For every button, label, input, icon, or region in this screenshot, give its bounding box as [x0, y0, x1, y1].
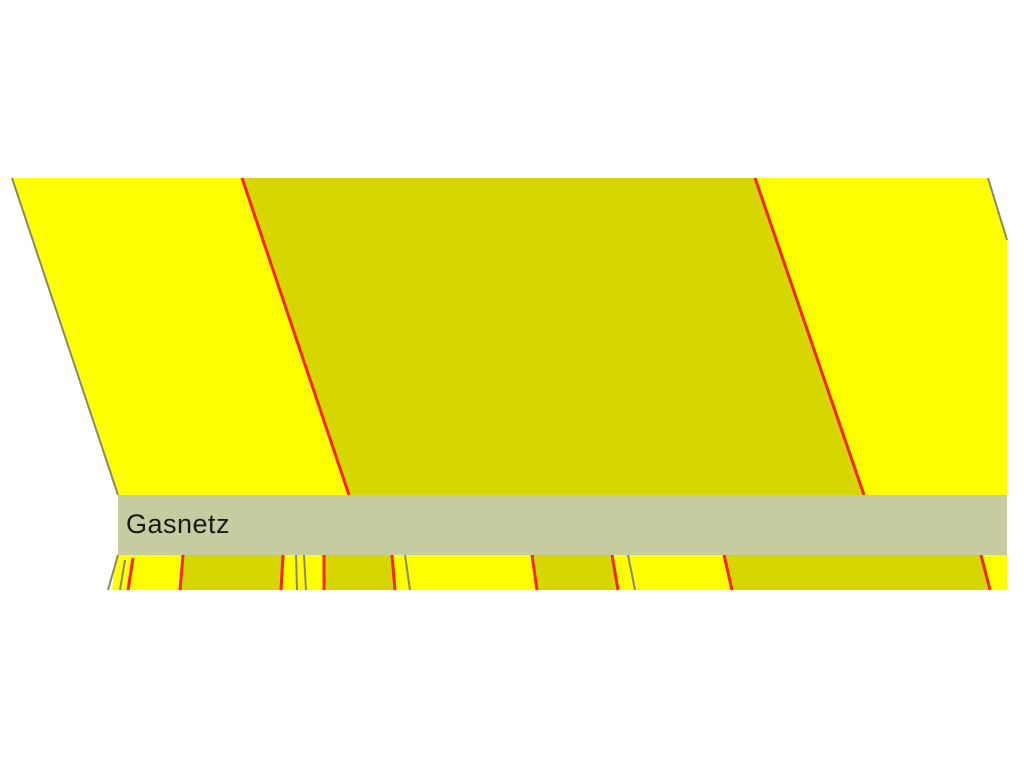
parcel-boundary-left: [11, 177, 119, 496]
parcel-strip-4: [324, 555, 395, 590]
parcel-strip-5: [392, 555, 537, 590]
parcel-right-upper: [755, 178, 1007, 495]
parcel-strip-7: [612, 555, 732, 590]
gas-pipeline-left-upper: [240, 177, 351, 496]
parcel-strip-2: [180, 555, 283, 590]
parcel-left-upper: [12, 178, 350, 495]
parcel-boundary-right: [987, 177, 1008, 241]
parcel-strip-8: [724, 555, 990, 590]
parcel-strip-6: [532, 555, 618, 590]
gas-pipeline-right-upper: [753, 177, 866, 496]
parcel-boundaries-lower: [107, 554, 636, 591]
gas-pipelines-lower: [126, 554, 992, 591]
parcel-strip-9: [981, 555, 1007, 590]
parcel-strip-3: [281, 555, 324, 590]
layer-label: Gasnetz: [126, 508, 231, 539]
parcel-center-upper: [243, 178, 864, 495]
layer-label-bar[interactable]: Gasnetz: [118, 495, 1007, 555]
